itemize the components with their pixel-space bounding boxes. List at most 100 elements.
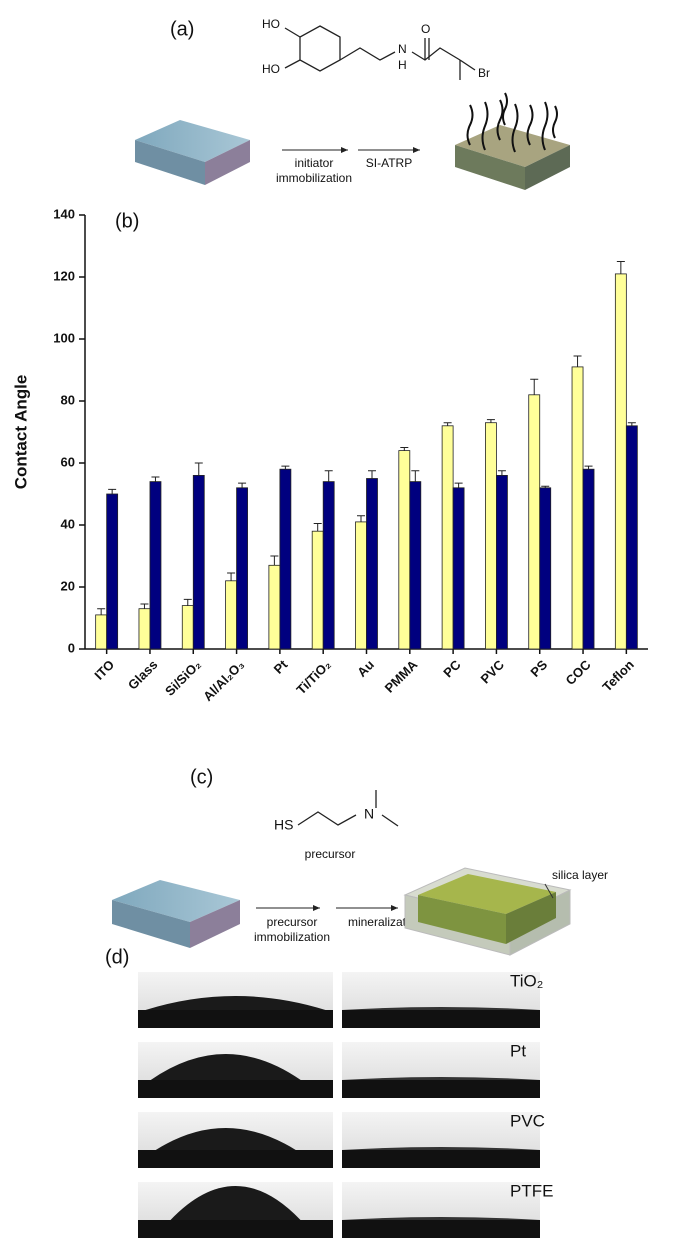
bar: [268, 564, 281, 650]
atom: H: [398, 58, 407, 72]
panel-label: (b): [115, 210, 139, 232]
panel-label: (c): [190, 766, 213, 788]
x-tick-label: Au: [354, 657, 377, 680]
x-tick-label: PMMA: [382, 657, 421, 696]
droplet: [155, 1128, 296, 1150]
bar: [539, 487, 552, 650]
atom: N: [398, 42, 407, 56]
molecule: [284, 25, 476, 80]
step-text: SI-ATRP: [366, 156, 412, 170]
bar: [452, 487, 465, 650]
substrate: [138, 1150, 333, 1168]
bar: [409, 481, 422, 650]
bar: [149, 481, 162, 650]
y-axis-title: Contact Angle: [11, 375, 30, 490]
layer-label: silica layer: [552, 868, 608, 882]
error-bar: [541, 485, 550, 488]
error-bar: [357, 515, 365, 522]
error-bar: [151, 476, 160, 482]
bar: [95, 614, 108, 650]
error-bar: [227, 572, 236, 581]
step-text: initiator: [295, 156, 334, 170]
error-bar: [584, 465, 593, 470]
x-tick-label: PVC: [477, 657, 507, 687]
x-tick-label: PS: [527, 657, 550, 680]
error-bar: [270, 555, 279, 566]
error-bar: [194, 462, 203, 476]
x-tick-label: Pt: [271, 656, 291, 676]
error-bar: [530, 378, 539, 395]
bar: [138, 608, 151, 650]
x-tick-label: Teflon: [599, 657, 637, 695]
substrate: [112, 880, 240, 948]
substrate: [342, 1080, 540, 1098]
bar: [496, 474, 508, 650]
error-bar: [183, 598, 192, 606]
error-bar: [97, 608, 106, 615]
bar: [398, 450, 411, 650]
x-tick-label: COC: [563, 657, 594, 688]
error-bar: [238, 482, 247, 488]
substrate: [342, 1220, 540, 1238]
substrate: [138, 1080, 333, 1098]
bar: [582, 468, 595, 650]
substrate: [135, 120, 250, 185]
bar: [614, 273, 627, 650]
bar: [485, 422, 497, 650]
step-text: immobilization: [276, 171, 352, 185]
y-tick-label: 120: [53, 268, 75, 283]
y-tick-label: 100: [53, 330, 75, 345]
step-text: immobilization: [254, 930, 330, 944]
atom: HS: [274, 817, 293, 833]
bar-chart: 0 20 40 60 80 100 120 140 ITO Glass Si/SiO₂Al/Al₂O…: [53, 206, 648, 704]
spread-film: [342, 1077, 540, 1080]
x-tick-label: Ti/TiO₂: [293, 657, 334, 698]
x-tick-label: Si/SiO₂: [162, 657, 204, 699]
bar: [322, 481, 335, 650]
error-bar: [627, 422, 636, 426]
error-bar: [108, 488, 117, 494]
step-text: precursor: [267, 915, 318, 929]
atom: N: [364, 806, 374, 822]
x-tick-label: Glass: [125, 657, 161, 693]
sample-label: TiO₂: [510, 971, 543, 990]
y-tick-label: 0: [68, 640, 75, 655]
error-bar: [313, 522, 322, 532]
spread-film: [342, 1007, 540, 1010]
error-bar: [324, 470, 333, 482]
molecule: [297, 811, 357, 826]
coated-substrate: [403, 867, 572, 956]
error-bar: [400, 447, 409, 451]
spread-film: [342, 1147, 540, 1150]
caption: precursor: [305, 847, 356, 861]
error-bar: [140, 603, 149, 609]
droplet: [145, 996, 326, 1010]
grafted-substrate: [455, 92, 570, 190]
sample-label: PVC: [510, 1111, 545, 1130]
bar: [225, 580, 237, 650]
droplet: [170, 1186, 301, 1220]
error-bar: [281, 465, 290, 470]
error-bar: [497, 470, 506, 476]
atom: O: [421, 22, 430, 36]
x-tick-label: ITO: [91, 657, 117, 683]
panel-label: (a): [170, 18, 194, 40]
substrate: [342, 1150, 540, 1168]
droplet: [150, 1054, 301, 1080]
droplet-photos: TiO₂ Pt PVC PTFE: [138, 971, 553, 1238]
bar: [571, 366, 584, 650]
step-text: mineralization: [348, 915, 422, 929]
x-tick-label: Al/Al₂O₃: [200, 657, 247, 704]
atom: Br: [478, 66, 490, 80]
bar: [528, 394, 541, 650]
error-bar: [443, 422, 452, 426]
bar: [236, 487, 248, 650]
sample-label: PTFE: [510, 1181, 553, 1200]
error-bar: [573, 355, 582, 367]
bar: [355, 521, 367, 650]
bar: [106, 493, 119, 650]
substrate: [138, 1010, 333, 1028]
y-tick-label: 60: [61, 454, 75, 469]
